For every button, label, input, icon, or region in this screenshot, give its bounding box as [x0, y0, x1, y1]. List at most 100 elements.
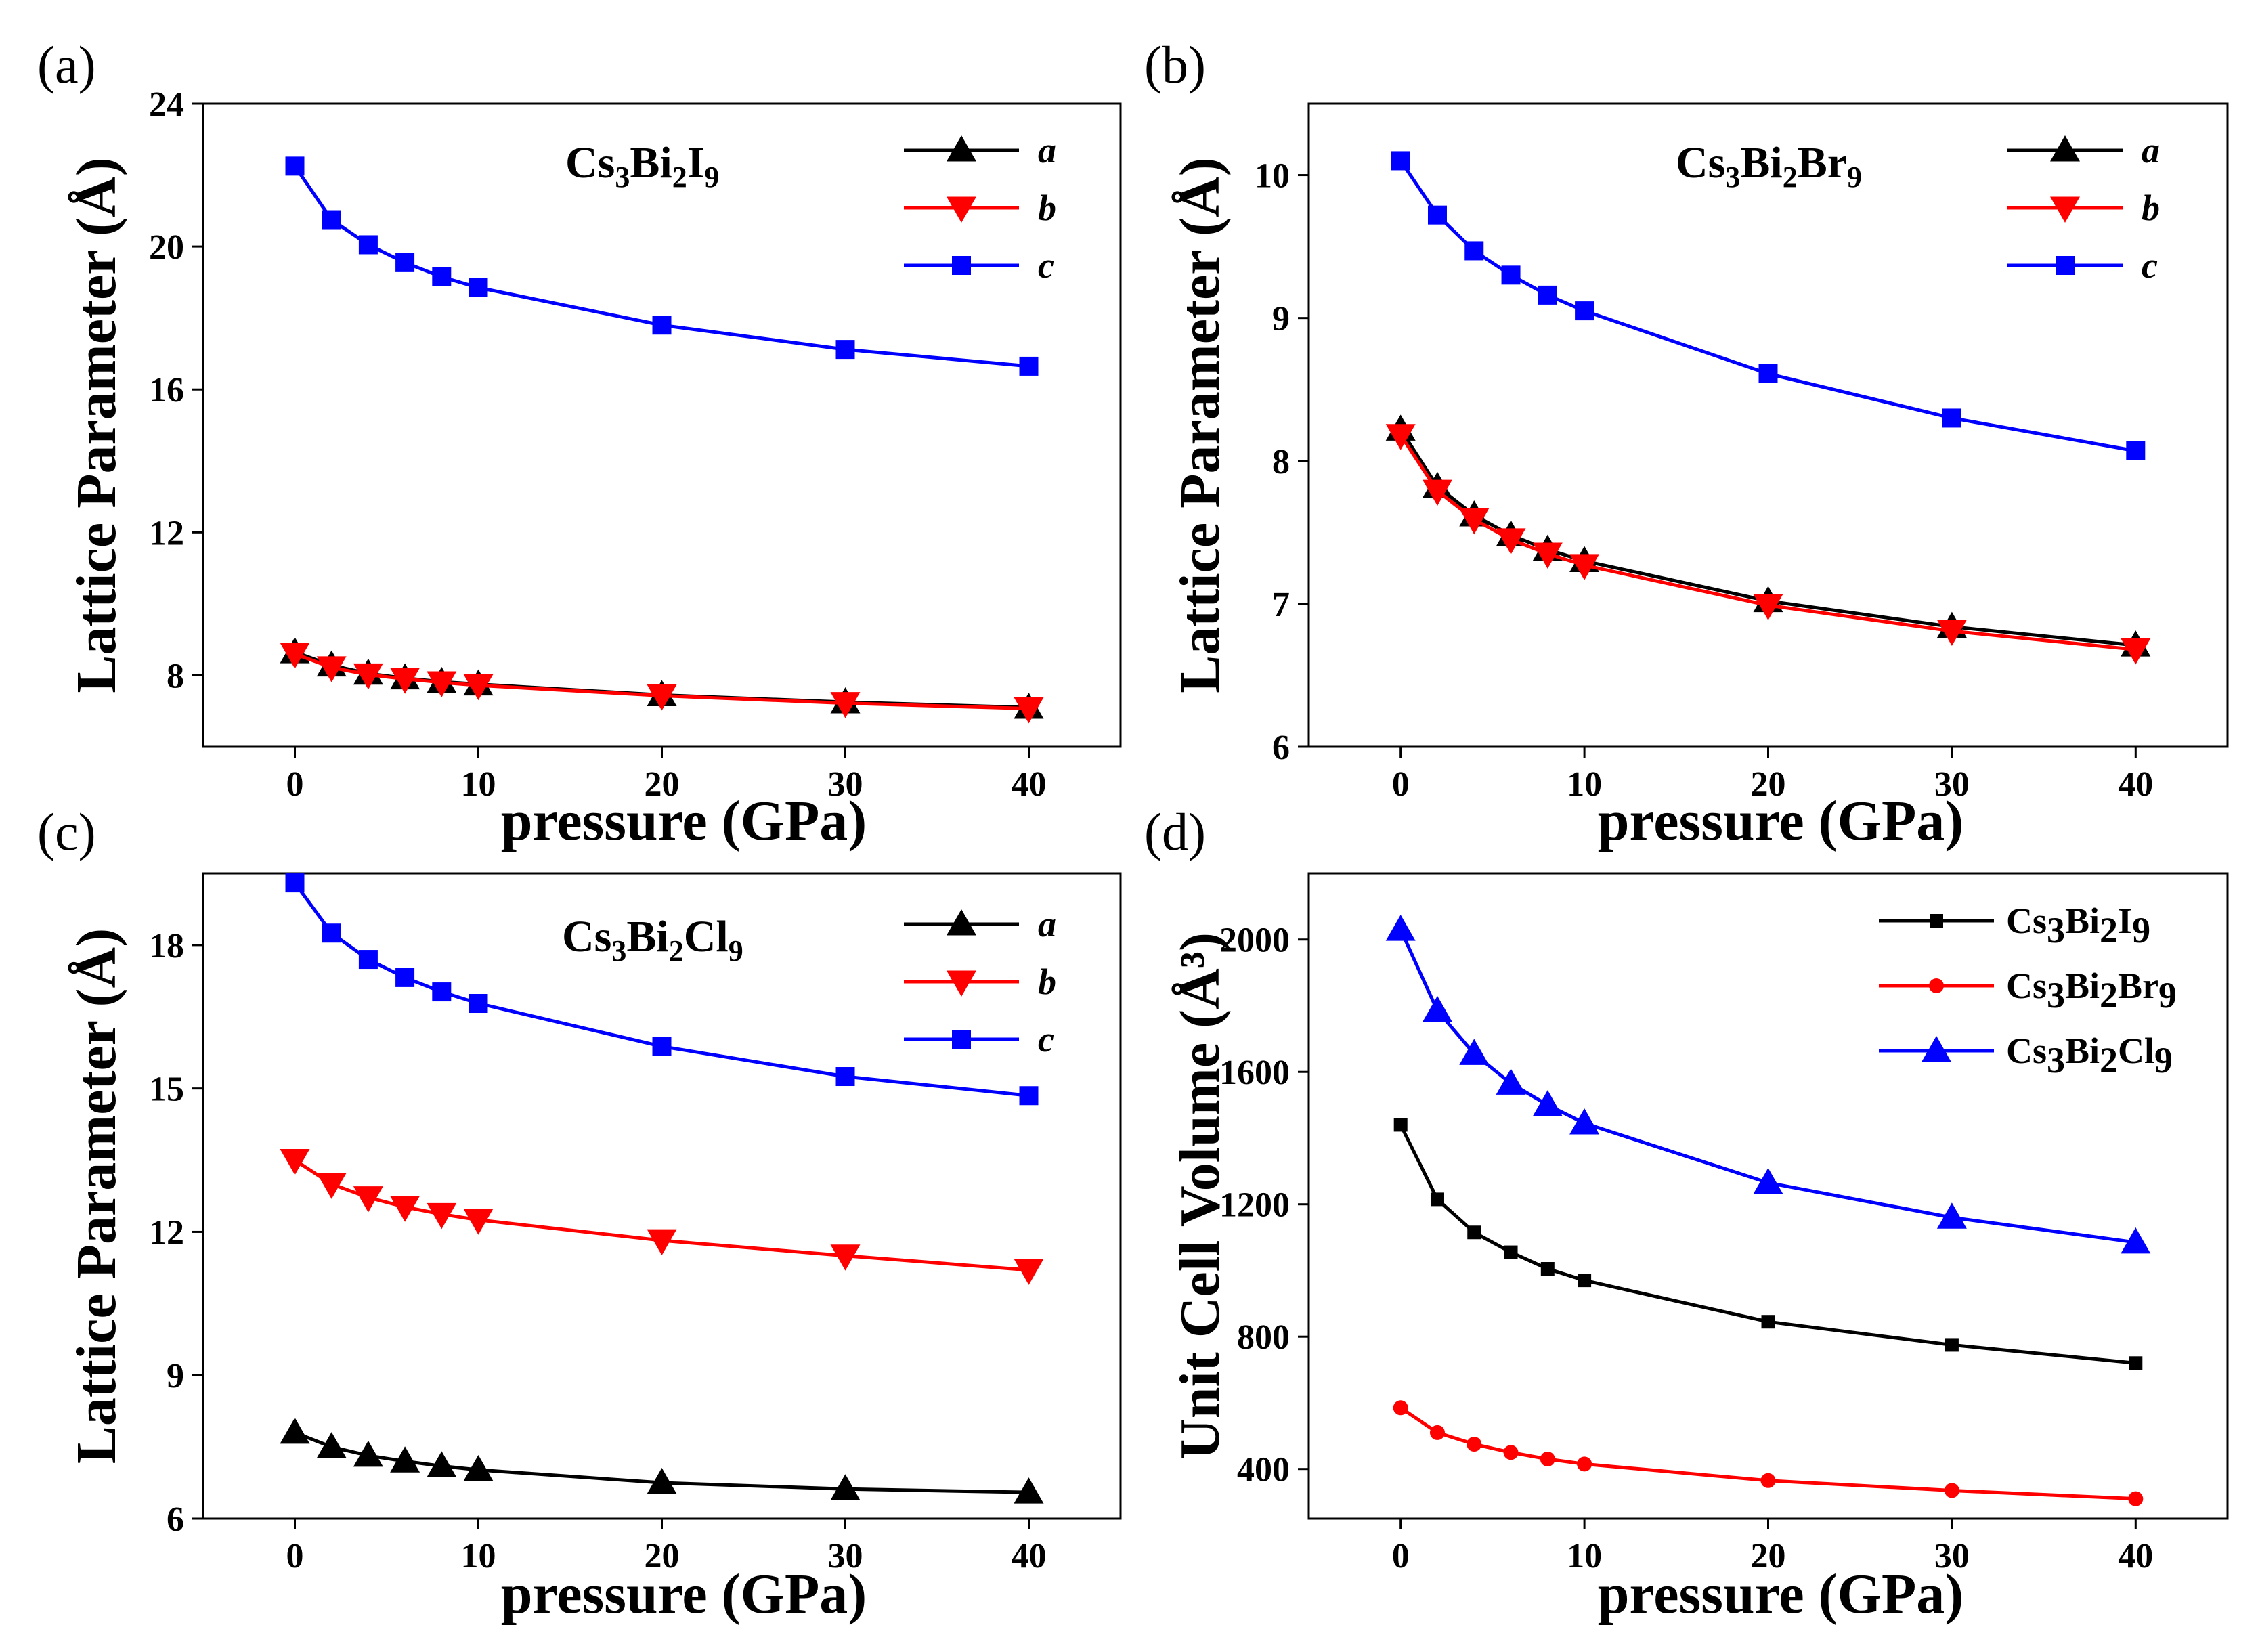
legend: abc	[2007, 130, 2160, 286]
data-point	[1577, 1456, 1592, 1472]
data-point	[358, 235, 378, 255]
legend-marker	[952, 1030, 971, 1049]
element-symbol: Cs	[562, 912, 611, 961]
data-point	[1575, 301, 1594, 321]
subscript: 3	[615, 160, 630, 194]
data-point	[1753, 1167, 1783, 1194]
data-point	[1758, 364, 1778, 383]
data-point	[1569, 1108, 1600, 1135]
data-point	[652, 316, 672, 335]
x-tick-label: 20	[645, 765, 680, 804]
data-point	[280, 1417, 310, 1444]
x-tick-label: 0	[1392, 765, 1410, 804]
data-point	[463, 674, 494, 701]
x-tick-label: 30	[1934, 765, 1970, 804]
data-point	[469, 278, 488, 297]
legend-label: c	[2142, 245, 2158, 286]
data-point	[1504, 1245, 1518, 1259]
data-point	[1532, 1090, 1563, 1116]
y-tick-label: 7	[1272, 586, 1290, 624]
legend-marker	[952, 256, 971, 275]
series-a	[280, 1417, 1044, 1504]
data-point	[1459, 1039, 1490, 1065]
subscript: 2	[669, 934, 684, 968]
data-point	[1385, 915, 1416, 941]
x-axis-title: pressure (GPa)	[501, 1563, 867, 1626]
data-point	[830, 1244, 861, 1271]
y-tick-label: 9	[1272, 300, 1290, 339]
data-point	[1429, 1425, 1445, 1440]
data-point	[1459, 508, 1490, 535]
element-symbol: Cs	[565, 138, 615, 188]
y-tick-label: 8	[167, 657, 184, 695]
y-tick-label: 15	[149, 1070, 184, 1109]
data-point	[1936, 620, 1967, 646]
legend-label: a	[1038, 904, 1056, 944]
y-tick-label: 400	[1237, 1451, 1290, 1490]
data-point	[1501, 265, 1521, 285]
data-point	[427, 671, 457, 697]
y-tick-label: 10	[1255, 157, 1290, 196]
y-tick-label: 12	[149, 1213, 184, 1252]
data-point	[1540, 1452, 1555, 1467]
data-point	[1936, 1202, 1967, 1229]
legend-label: Cs3Bi2Cl9	[2006, 1030, 2173, 1081]
data-point	[1385, 424, 1416, 450]
compound-label: Cs3Bi2Br9	[1676, 138, 1862, 194]
data-point	[1942, 408, 1961, 428]
data-point	[390, 1446, 420, 1473]
subscript: 3	[2047, 975, 2065, 1016]
data-point	[322, 923, 341, 943]
y-axis-title: Unit Cell Volume (Å³)	[1169, 932, 1232, 1460]
x-tick-label: 40	[2118, 1537, 2153, 1575]
data-point	[1467, 1437, 1482, 1452]
y-axis-title-main: Lattice Parameter	[65, 251, 128, 693]
element-symbol: Cs	[2006, 900, 2047, 941]
data-point	[2121, 1227, 2151, 1254]
y-tick-label: 18	[149, 927, 184, 965]
legend-marker	[947, 909, 976, 936]
compound-label: Cs3Bi2I9	[565, 138, 719, 194]
data-point	[316, 1173, 347, 1199]
legend-marker	[2056, 256, 2075, 275]
data-point	[1753, 594, 1783, 620]
series-b	[1385, 424, 2151, 665]
y-axis-title-space	[1169, 236, 1232, 251]
legend-label: b	[2142, 188, 2160, 228]
y-axis-title-unit: (Å)	[65, 157, 128, 236]
plot-frame	[202, 872, 1122, 1520]
data-point	[1422, 479, 1452, 506]
y-axis-title-space	[1169, 1028, 1232, 1043]
series-Cs3Bi2Br9	[1393, 1400, 2144, 1506]
x-tick-label: 20	[1751, 765, 1786, 804]
data-point	[1540, 1262, 1555, 1276]
data-point	[390, 668, 420, 694]
data-point	[1569, 554, 1600, 580]
panel-label: (b)	[1144, 35, 1206, 94]
y-axis-title-unit: (Å)	[1169, 157, 1232, 236]
legend-label: b	[1038, 961, 1056, 1002]
x-tick-label: 30	[828, 1537, 863, 1575]
x-tick-label: 30	[828, 765, 863, 804]
data-point	[2129, 1356, 2143, 1370]
legend-label: a	[2142, 130, 2160, 171]
data-point	[1019, 356, 1039, 376]
legend-marker	[2050, 196, 2080, 223]
data-point	[1496, 528, 1526, 555]
element-symbol: Bi	[630, 138, 672, 188]
y-tick-label: 1600	[1219, 1053, 1290, 1092]
data-point	[2128, 1491, 2144, 1506]
data-point	[652, 1037, 672, 1056]
x-tick-label: 0	[286, 1537, 304, 1575]
x-tick-label: 0	[1392, 1537, 1410, 1575]
data-point	[1422, 995, 1452, 1022]
series-line	[1399, 160, 2136, 453]
element-symbol: Cs	[2006, 965, 2047, 1006]
y-tick-label: 16	[149, 371, 184, 410]
data-point	[830, 692, 861, 718]
data-point	[1467, 1225, 1481, 1240]
data-point	[1944, 1483, 1959, 1498]
series-c	[1391, 151, 2146, 460]
data-point	[1464, 241, 1484, 261]
y-tick-label: 2000	[1219, 921, 1290, 960]
